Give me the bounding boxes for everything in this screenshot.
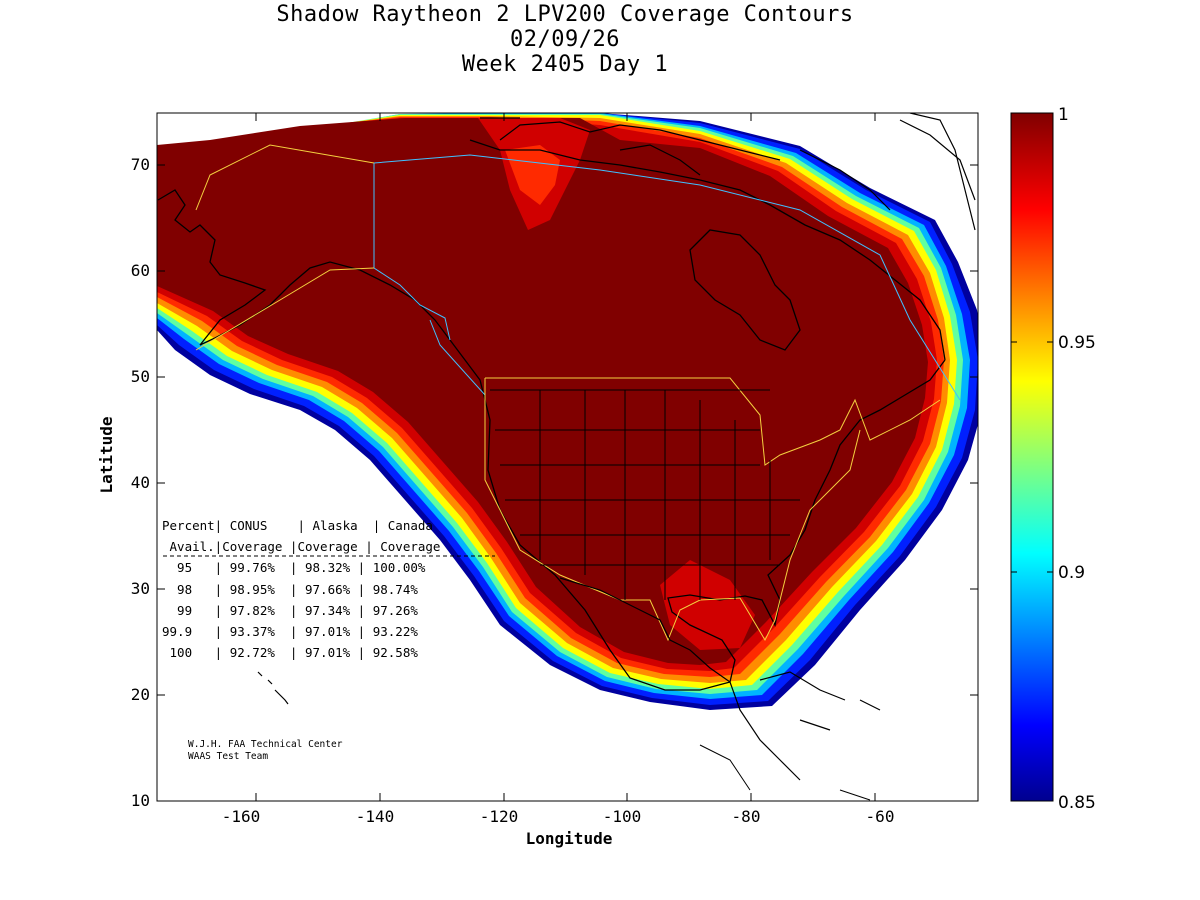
chart-date: 02/09/26: [510, 27, 620, 52]
stats-table: Percent| CONUS | Alaska | Canada Avail.|…: [162, 518, 495, 660]
x-tick-label: -80: [732, 807, 761, 826]
coastline-alaska: [157, 189, 451, 346]
x-tick-labels: -160 -140 -120 -100 -80 -60: [222, 807, 895, 826]
border-alaska-outline: [195, 144, 375, 351]
x-tick-label: -140: [356, 807, 395, 826]
colorbar-label: 0.85: [1058, 793, 1096, 813]
geography-lines: [157, 113, 976, 801]
hawaii-islands: [257, 671, 289, 705]
colorbar-label: 0.9: [1058, 563, 1085, 583]
coastline-canada-east: [469, 139, 946, 361]
coverage-contours: [157, 113, 978, 710]
central-america: [699, 744, 871, 801]
y-tick-label: 30: [131, 579, 150, 598]
colorbar-label: 1: [1058, 105, 1069, 125]
border-conus: [484, 378, 861, 642]
credits: W.J.H. FAA Technical Center WAAS Test Te…: [188, 739, 343, 762]
stats-row: 99 | 97.82% | 97.34% | 97.26%: [162, 603, 418, 618]
chart-title: Shadow Raytheon 2 LPV200 Coverage Contou…: [276, 2, 854, 27]
border-mexico: [559, 577, 801, 781]
chart-week: Week 2405 Day 1: [461, 52, 669, 77]
y-tick-label: 40: [131, 473, 150, 492]
x-tick-label: -120: [480, 807, 519, 826]
y-tick-label: 50: [131, 367, 150, 386]
coverage-dip-gulf: [660, 560, 755, 650]
y-tick-label: 20: [131, 685, 150, 704]
plot-frame: [156, 112, 979, 802]
y-tick-label: 10: [131, 791, 150, 810]
colorbar-gradient: [1010, 112, 1054, 802]
greenland: [909, 113, 976, 231]
border-us-canada: [485, 377, 941, 466]
x-tick-label: -160: [222, 807, 261, 826]
us-state-grid: [490, 389, 800, 600]
stats-row: 95 | 99.76% | 98.32% | 100.00%: [162, 560, 426, 575]
coastline-pacific: [449, 339, 731, 691]
stats-row: 100 | 92.72% | 97.01% | 92.58%: [162, 645, 418, 660]
stats-header-1: Percent| CONUS | Alaska | Canada: [162, 518, 433, 533]
y-tick-label: 60: [131, 261, 150, 280]
y-axis-label: Latitude: [97, 416, 116, 493]
hudson-bay: [689, 229, 801, 351]
credits-line-2: WAAS Test Team: [188, 751, 268, 762]
x-tick-label: -100: [603, 807, 642, 826]
coverage-dip-arctic-inner: [505, 145, 560, 205]
x-tick-label: -60: [866, 807, 895, 826]
y-tick-label: 70: [131, 155, 150, 174]
stats-row: 98 | 98.95% | 97.66% | 98.74%: [162, 582, 418, 597]
stats-header-2: Avail.|Coverage |Coverage | Coverage: [162, 539, 440, 554]
tick-marks: [157, 113, 978, 801]
credits-line-1: W.J.H. FAA Technical Center: [188, 739, 343, 750]
colorbar-ticks: [1011, 341, 1053, 573]
caribbean-islands: [759, 671, 881, 731]
colorbar: 1 0.95 0.9 0.85: [1010, 105, 1096, 813]
colorbar-label: 0.95: [1058, 333, 1096, 353]
x-axis-label: Longitude: [526, 829, 613, 848]
arctic-islands: [480, 117, 976, 211]
stats-row: 99.9 | 93.37% | 97.01% | 93.22%: [162, 624, 418, 639]
y-tick-labels: 10 20 30 40 50 60 70: [131, 155, 150, 810]
colorbar-labels: 1 0.95 0.9 0.85: [1058, 105, 1096, 813]
